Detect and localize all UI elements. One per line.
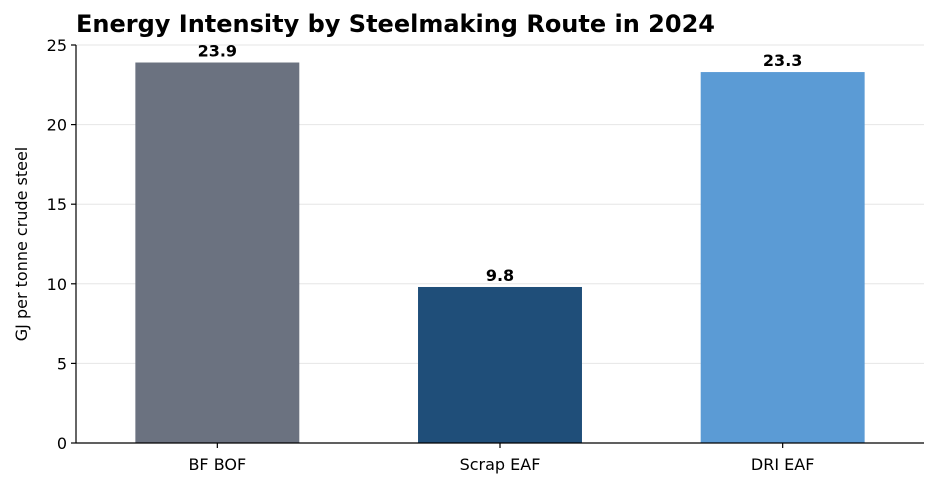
y-axis-label: GJ per tonne crude steel: [12, 147, 31, 341]
y-tick-label: 0: [57, 434, 67, 453]
y-tick-label: 5: [57, 354, 67, 373]
data-labels: 23.9 9.8 23.3: [198, 42, 803, 285]
data-label: 23.3: [763, 51, 802, 70]
y-tick-label: 10: [47, 275, 67, 294]
x-tick-label: Scrap EAF: [460, 455, 541, 474]
bar: [135, 62, 300, 444]
y-axis: 0 5 10 15 20 25: [47, 36, 77, 453]
data-label: 23.9: [198, 42, 237, 61]
y-tick-label: 20: [47, 116, 67, 135]
x-axis: BF BOF Scrap EAF DRI EAF: [76, 442, 924, 474]
x-tick-label: DRI EAF: [751, 455, 815, 474]
bar: [700, 72, 865, 444]
y-tick-label: 25: [47, 36, 67, 55]
bars: [135, 62, 865, 444]
x-tick-label: BF BOF: [188, 455, 246, 474]
y-tick-label: 15: [47, 195, 67, 214]
data-label: 9.8: [486, 266, 514, 285]
chart-title: Energy Intensity by Steelmaking Route in…: [76, 10, 715, 38]
bar: [418, 286, 582, 443]
